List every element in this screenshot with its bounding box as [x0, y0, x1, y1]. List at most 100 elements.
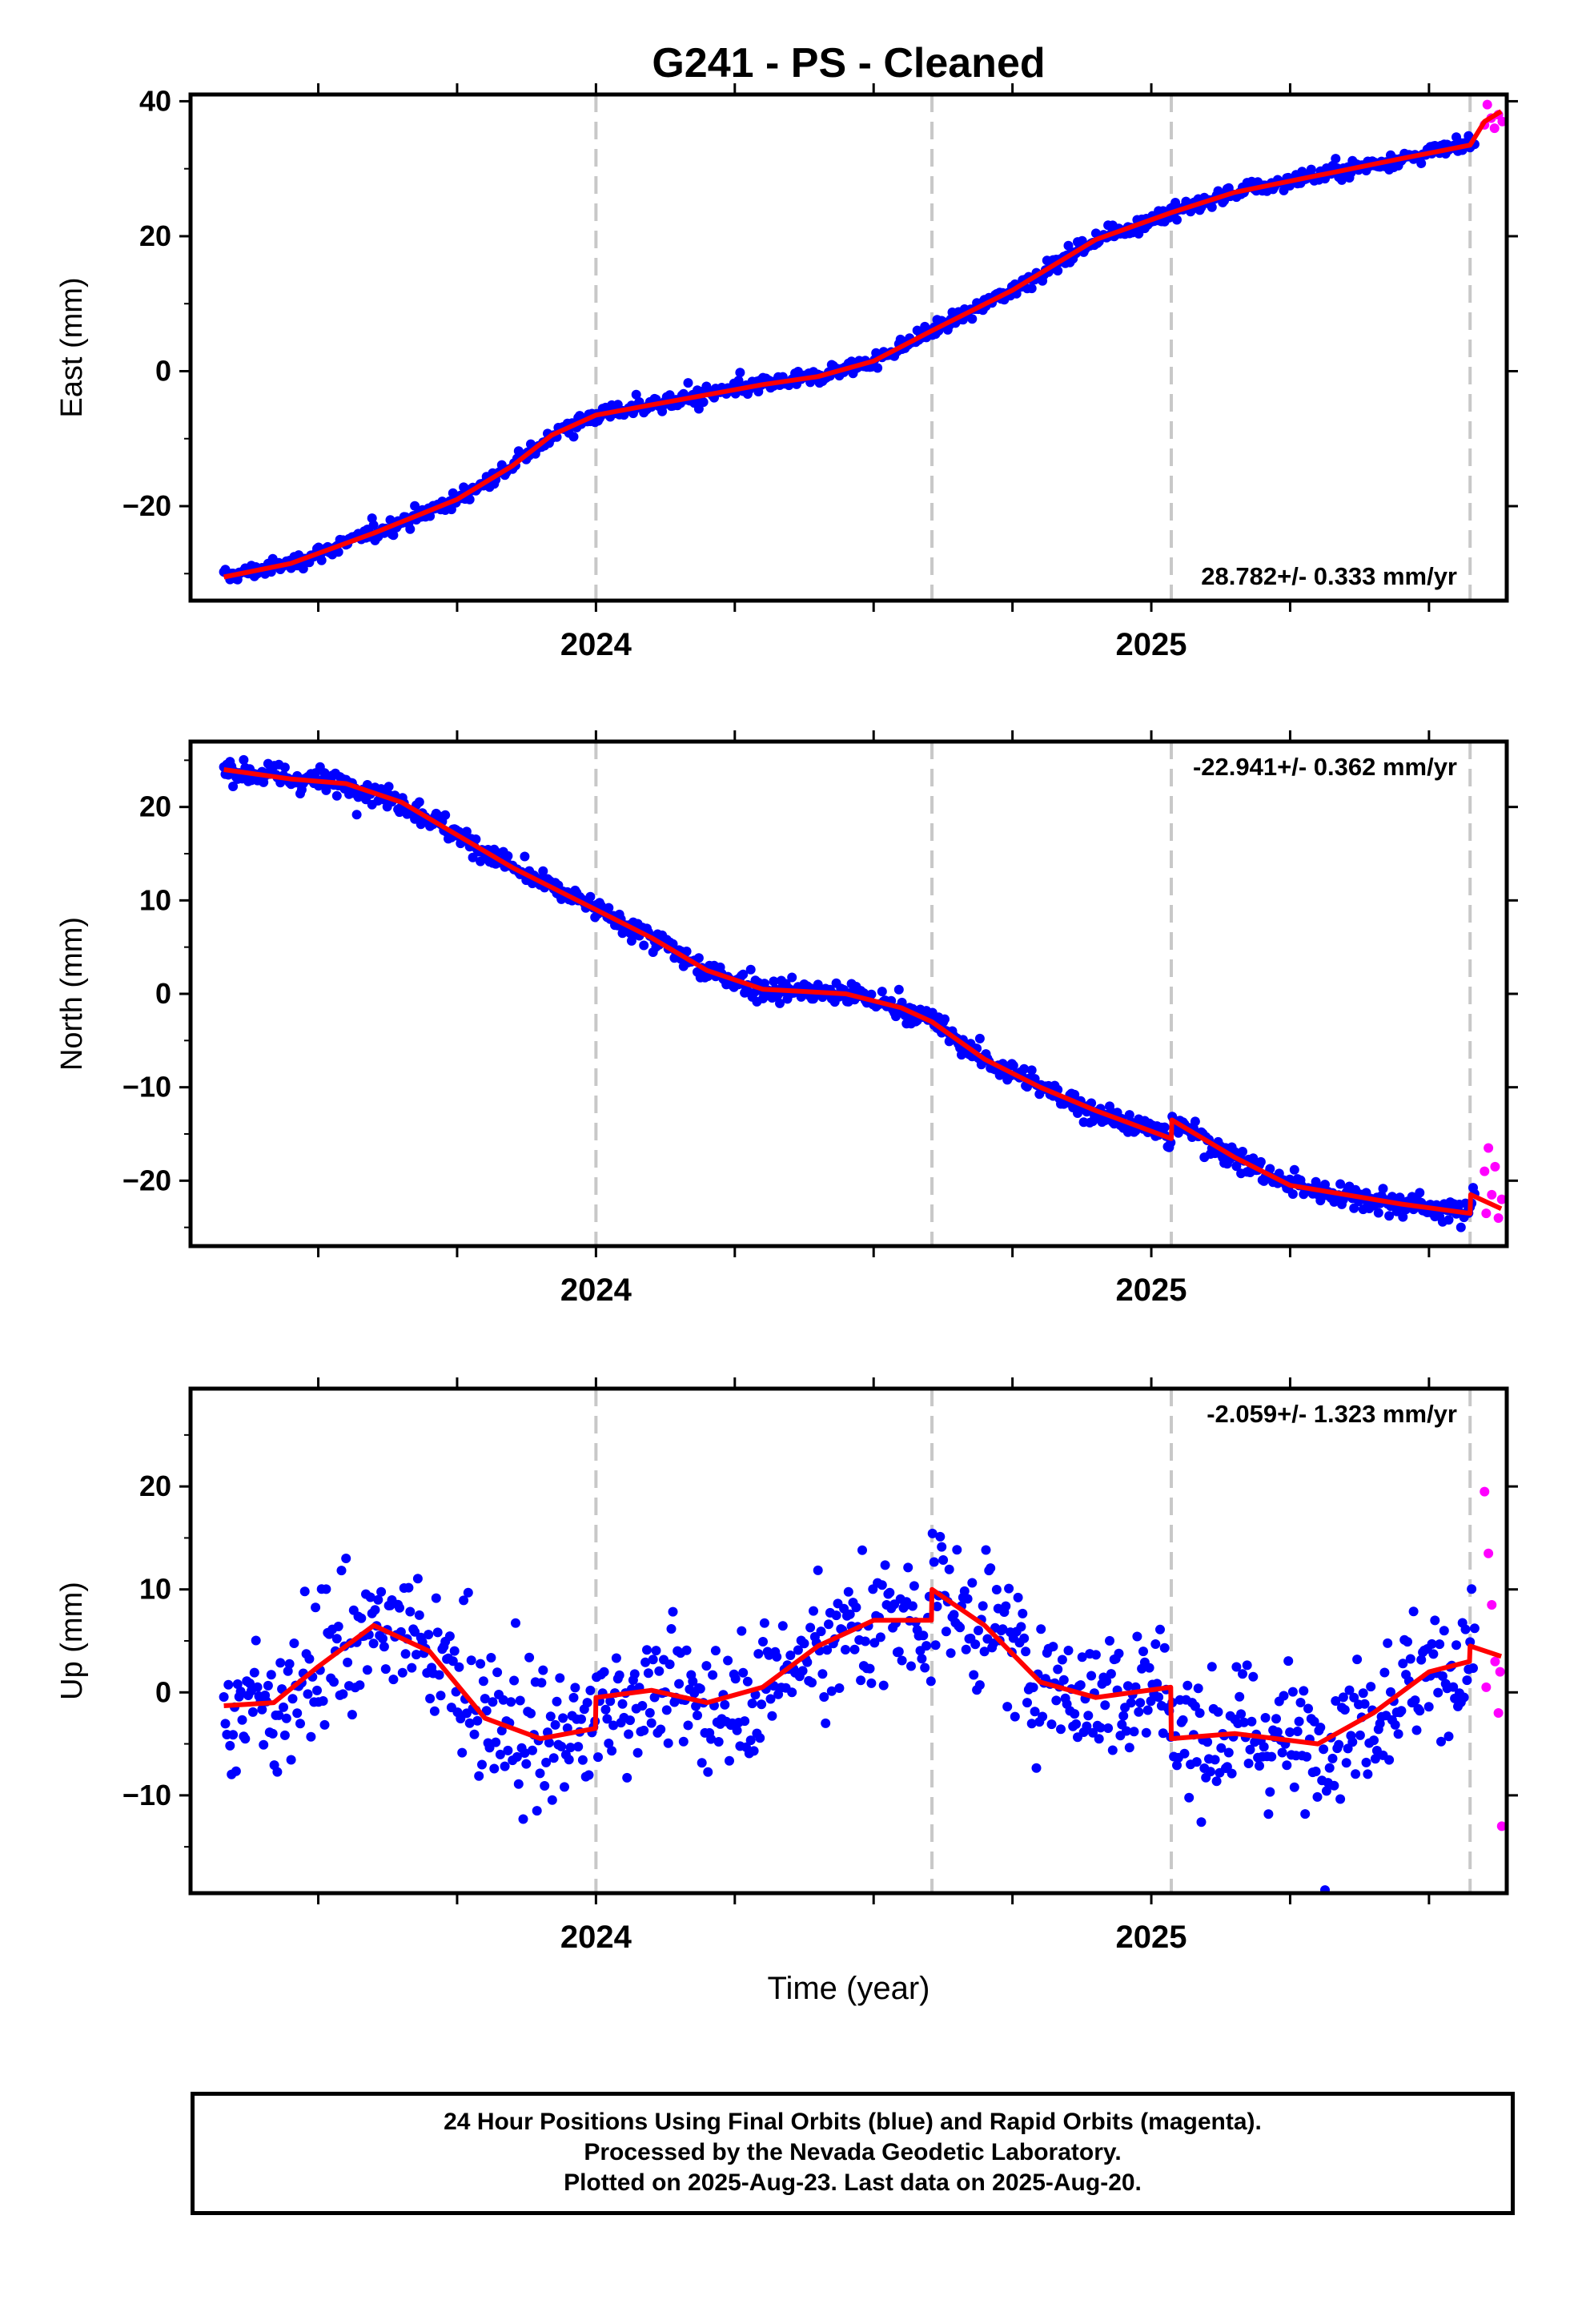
final-orbit-point [785, 1651, 796, 1660]
final-orbit-point [1210, 1755, 1220, 1765]
final-orbit-point [637, 1701, 648, 1711]
final-orbit-point [1132, 1631, 1142, 1642]
final-orbit-point [303, 1689, 313, 1699]
final-orbit-point [1416, 159, 1427, 168]
final-orbit-point [654, 1666, 665, 1676]
final-orbit-point [604, 903, 614, 913]
final-orbit-point [481, 1706, 492, 1716]
y-axis-label: Up (mm) [55, 1582, 89, 1700]
final-orbit-point [681, 947, 692, 956]
final-orbit-point [249, 1667, 259, 1678]
final-orbit-point [1349, 1203, 1359, 1213]
final-orbit-points [219, 1528, 1480, 1896]
final-orbit-point [306, 1731, 316, 1742]
final-orbit-point [444, 1631, 455, 1642]
final-orbit-point [1238, 1147, 1247, 1156]
rapid-orbit-point [1495, 1667, 1505, 1677]
final-orbit-point [1242, 1660, 1252, 1671]
final-orbit-point [614, 1670, 624, 1680]
final-orbit-point [343, 1657, 353, 1667]
final-orbit-point [511, 1618, 520, 1628]
final-orbit-point [219, 1692, 229, 1702]
final-orbit-point [693, 953, 704, 963]
final-orbit-point [1370, 1754, 1380, 1764]
final-orbit-point [1306, 164, 1316, 175]
final-orbit-point [263, 1680, 273, 1691]
final-orbit-point [1283, 1656, 1294, 1667]
final-orbit-point [464, 1718, 475, 1728]
final-orbit-points [219, 131, 1480, 585]
final-orbit-point [1205, 1767, 1215, 1777]
final-orbit-point [405, 1606, 416, 1617]
final-orbit-point [1038, 1711, 1048, 1722]
final-orbit-point [1265, 1787, 1275, 1797]
final-orbit-point [1094, 1734, 1104, 1744]
final-orbit-point [821, 1718, 831, 1728]
final-orbit-point [665, 1659, 675, 1670]
final-orbit-point [1195, 1708, 1205, 1719]
final-orbit-point [683, 1720, 693, 1731]
final-orbit-point [1106, 1669, 1116, 1679]
final-orbit-point [745, 1735, 756, 1746]
plot-frame [188, 1386, 1509, 1896]
y-axis-label: North (mm) [55, 917, 89, 1071]
final-orbit-point [247, 1707, 258, 1717]
final-orbit-point [979, 1647, 990, 1657]
final-orbit-point [1292, 1727, 1303, 1736]
final-orbit-point [1435, 1639, 1445, 1650]
final-orbit-point [1207, 1662, 1217, 1672]
final-orbit-point [279, 762, 290, 773]
final-orbit-point [961, 1644, 971, 1655]
final-orbit-point [1179, 1748, 1190, 1759]
final-orbit-point [720, 1699, 730, 1710]
final-orbit-point [1287, 1189, 1298, 1199]
final-orbit-point [1129, 1727, 1139, 1737]
final-orbit-point [1384, 1755, 1395, 1765]
final-orbit-point [611, 1653, 621, 1663]
final-orbit-point [1363, 1769, 1373, 1779]
final-orbit-point [624, 1729, 634, 1739]
rapid-orbit-point [1490, 1161, 1500, 1172]
final-orbit-point [568, 1692, 579, 1703]
final-orbit-point [1207, 202, 1217, 212]
final-orbit-point [370, 1605, 380, 1615]
final-orbit-point [225, 1740, 235, 1751]
y-tick-label: −20 [122, 489, 171, 522]
final-orbit-point [938, 1555, 949, 1565]
final-orbit-point [981, 1545, 991, 1555]
final-orbit-point [513, 1779, 524, 1789]
final-orbit-point [410, 501, 420, 511]
final-orbit-point [856, 1675, 866, 1686]
final-orbit-point [558, 1713, 568, 1723]
rapid-orbit-point [1487, 1189, 1497, 1200]
final-orbit-point [1415, 1188, 1425, 1198]
final-orbit-point [272, 1767, 283, 1777]
final-orbit-point [1299, 1686, 1309, 1696]
final-orbit-point [1088, 1727, 1098, 1738]
final-orbit-point [834, 1683, 845, 1693]
y-tick-label: 40 [139, 84, 171, 117]
final-orbit-point [1105, 1635, 1114, 1646]
final-orbit-point [432, 1627, 443, 1638]
rapid-orbit-point [1490, 1656, 1500, 1667]
final-orbit-point [1142, 1705, 1153, 1715]
final-orbit-point [1289, 1782, 1299, 1792]
caption-box: 24 Hour Positions Using Final Orbits (bl… [191, 2092, 1515, 2215]
final-orbit-point [457, 1747, 468, 1758]
final-orbit-point [640, 1657, 651, 1667]
x-tick-label: 2025 [1116, 627, 1187, 662]
plot-frame [188, 92, 1509, 603]
final-orbit-point [897, 1655, 907, 1666]
final-orbit-point [1124, 1743, 1134, 1753]
final-orbit-point [368, 520, 379, 530]
final-orbit-point [1267, 1751, 1277, 1762]
final-orbit-point [333, 547, 343, 557]
final-orbit-point [880, 1560, 890, 1570]
final-orbit-point [1107, 1745, 1118, 1755]
final-orbit-point [865, 1663, 875, 1674]
final-orbit-point [749, 1746, 759, 1756]
final-orbit-point [237, 1715, 247, 1725]
final-orbit-point [661, 1705, 672, 1715]
final-orbit-point [1259, 1742, 1269, 1752]
final-orbit-point [1321, 1786, 1331, 1796]
